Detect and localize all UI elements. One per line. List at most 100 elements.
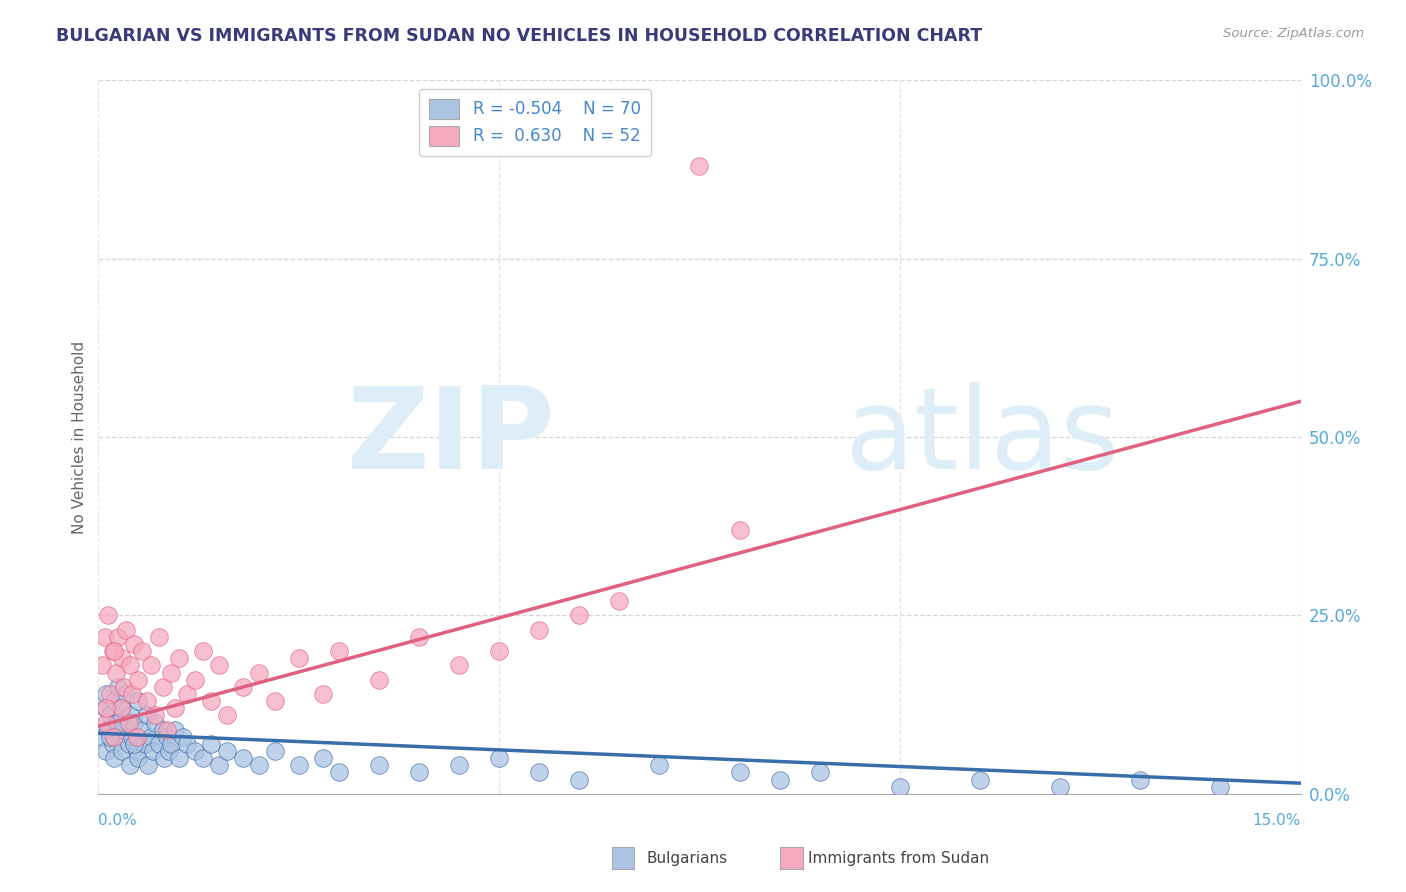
Point bbox=[107, 715, 129, 730]
Point bbox=[97, 723, 120, 737]
Point bbox=[969, 772, 991, 787]
Text: BULGARIAN VS IMMIGRANTS FROM SUDAN NO VEHICLES IN HOUSEHOLD CORRELATION CHART: BULGARIAN VS IMMIGRANTS FROM SUDAN NO VE… bbox=[56, 27, 983, 45]
Point bbox=[131, 723, 153, 737]
Point bbox=[107, 630, 129, 644]
Point bbox=[728, 523, 751, 537]
Point bbox=[263, 744, 285, 758]
Text: 0.0%: 0.0% bbox=[98, 814, 138, 828]
Point bbox=[568, 772, 591, 787]
Point bbox=[143, 708, 166, 723]
Point bbox=[488, 751, 510, 765]
Point bbox=[107, 680, 129, 694]
Point bbox=[121, 730, 143, 744]
Point bbox=[103, 694, 125, 708]
Point bbox=[215, 744, 238, 758]
Point bbox=[609, 594, 631, 608]
Point bbox=[139, 658, 162, 673]
Point bbox=[200, 737, 222, 751]
Point bbox=[247, 665, 270, 680]
Point bbox=[103, 644, 125, 658]
Point bbox=[124, 715, 146, 730]
Point bbox=[131, 644, 153, 658]
Point bbox=[142, 744, 165, 758]
Point bbox=[163, 723, 186, 737]
Point bbox=[447, 758, 470, 772]
Point bbox=[96, 744, 118, 758]
Point bbox=[768, 772, 790, 787]
Point bbox=[889, 780, 911, 794]
Point bbox=[120, 708, 142, 723]
Point bbox=[488, 644, 510, 658]
Point bbox=[155, 730, 177, 744]
Point bbox=[100, 708, 122, 723]
Point bbox=[124, 737, 146, 751]
Point bbox=[287, 758, 309, 772]
Point bbox=[115, 623, 138, 637]
Point bbox=[1129, 772, 1152, 787]
Point bbox=[447, 658, 470, 673]
Point bbox=[96, 701, 118, 715]
Point bbox=[157, 744, 180, 758]
Point bbox=[111, 701, 134, 715]
Point bbox=[111, 651, 134, 665]
Point bbox=[648, 758, 671, 772]
Point bbox=[96, 715, 118, 730]
Point bbox=[263, 694, 285, 708]
Point bbox=[368, 673, 391, 687]
Point bbox=[105, 665, 128, 680]
Point bbox=[124, 637, 146, 651]
Point bbox=[191, 644, 214, 658]
Point bbox=[94, 701, 117, 715]
Point bbox=[103, 751, 125, 765]
Point bbox=[120, 758, 142, 772]
Point bbox=[115, 687, 138, 701]
Point bbox=[139, 730, 162, 744]
Text: Bulgarians: Bulgarians bbox=[647, 851, 728, 865]
Point bbox=[167, 751, 190, 765]
Point bbox=[159, 665, 181, 680]
Point bbox=[96, 687, 118, 701]
Point bbox=[155, 723, 177, 737]
Point bbox=[408, 630, 430, 644]
Point bbox=[163, 701, 186, 715]
Point bbox=[112, 723, 135, 737]
Point bbox=[125, 744, 148, 758]
Point bbox=[121, 687, 143, 701]
Point bbox=[232, 751, 254, 765]
Point bbox=[94, 630, 117, 644]
Point bbox=[176, 687, 198, 701]
Point bbox=[120, 658, 142, 673]
Point bbox=[208, 758, 231, 772]
Point bbox=[110, 730, 132, 744]
Text: Source: ZipAtlas.com: Source: ZipAtlas.com bbox=[1223, 27, 1364, 40]
Point bbox=[200, 694, 222, 708]
Point bbox=[183, 744, 205, 758]
Point bbox=[159, 737, 181, 751]
Point bbox=[136, 758, 159, 772]
Point bbox=[312, 687, 335, 701]
Point bbox=[1209, 780, 1232, 794]
Point bbox=[101, 644, 124, 658]
Point bbox=[152, 680, 174, 694]
Point bbox=[105, 715, 128, 730]
Point bbox=[808, 765, 831, 780]
Point bbox=[143, 715, 166, 730]
Point bbox=[312, 751, 335, 765]
Point bbox=[328, 765, 350, 780]
Point bbox=[111, 744, 134, 758]
Point bbox=[247, 758, 270, 772]
Point bbox=[208, 658, 231, 673]
Point bbox=[135, 708, 157, 723]
Text: Immigrants from Sudan: Immigrants from Sudan bbox=[808, 851, 990, 865]
Point bbox=[287, 651, 309, 665]
Point bbox=[152, 723, 174, 737]
Legend: R = -0.504    N = 70, R =  0.630    N = 52: R = -0.504 N = 70, R = 0.630 N = 52 bbox=[419, 88, 651, 156]
Point bbox=[134, 737, 156, 751]
Point bbox=[100, 730, 122, 744]
Point bbox=[103, 730, 125, 744]
Point bbox=[176, 737, 198, 751]
Y-axis label: No Vehicles in Household: No Vehicles in Household bbox=[72, 341, 87, 533]
Point bbox=[183, 673, 205, 687]
Point bbox=[97, 608, 120, 623]
Point bbox=[118, 715, 141, 730]
